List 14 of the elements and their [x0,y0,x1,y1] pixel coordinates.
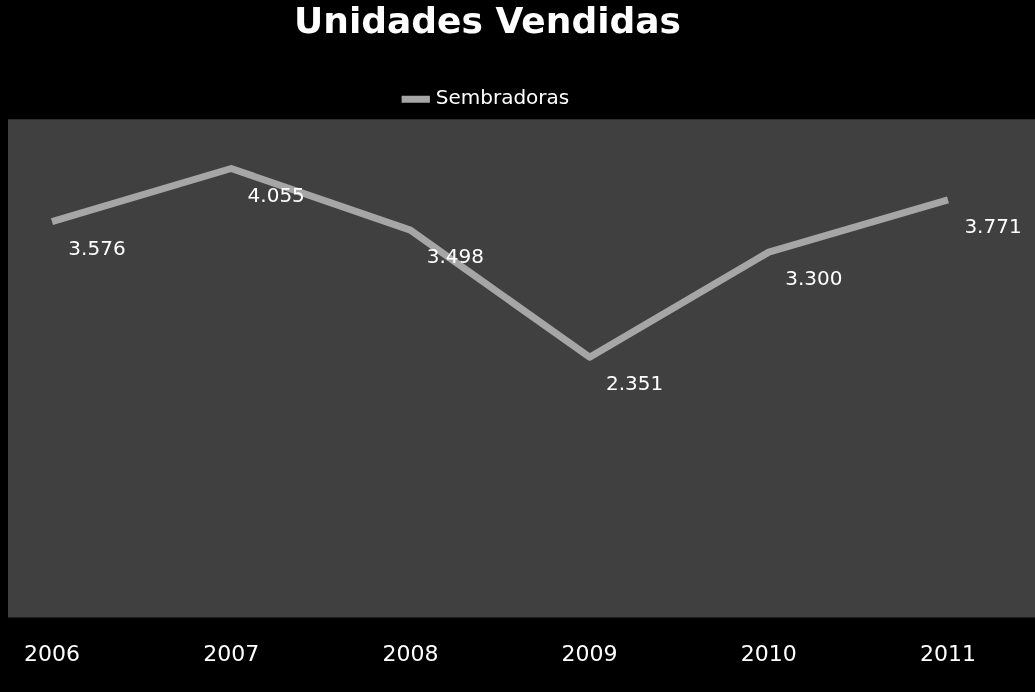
data-label: 2.351 [605,371,664,396]
data-label: 3.771 [964,214,1022,239]
chart-title: Unidades Vendidas [294,0,681,41]
x-tick-label: 2011 [920,640,976,666]
x-tick-label: 2008 [382,640,439,666]
x-tick-label: 2006 [23,640,80,666]
data-label: 3.576 [68,235,126,260]
x-tick-label: 2007 [203,640,260,666]
x-tick-label: 2010 [740,640,797,666]
data-label: 3.300 [785,266,843,291]
data-label: 4.055 [247,182,305,207]
data-label: 3.498 [426,244,485,269]
x-tick-label: 2009 [561,640,618,666]
legend-label: Sembradoras [435,85,570,110]
